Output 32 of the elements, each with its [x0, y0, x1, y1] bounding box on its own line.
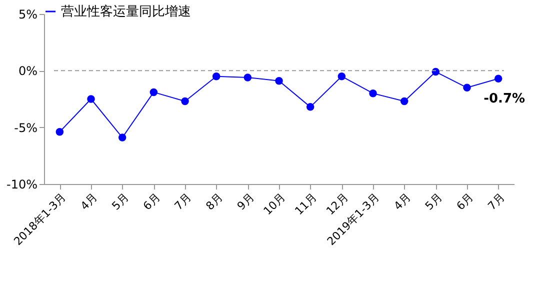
x-tick-label: 7月	[485, 190, 508, 213]
text: 营业性客运量同比增速	[61, 4, 191, 20]
y-tick-label: -5%	[14, 120, 38, 135]
x-tick-label: 5月	[422, 190, 445, 213]
x-tick-label: 9月	[234, 190, 257, 213]
x-tick-label: 6月	[140, 190, 163, 213]
point	[369, 89, 377, 98]
point	[181, 97, 189, 106]
point	[150, 88, 158, 96]
x-tick-label: 4月	[391, 190, 414, 213]
point	[463, 84, 471, 92]
x-tick-label: 4月	[78, 190, 100, 213]
point	[118, 134, 126, 142]
point	[494, 74, 502, 82]
y-tick-label: -10%	[6, 178, 38, 192]
y-tick-label: 0%	[18, 64, 38, 78]
x-tick-label: 11月	[292, 190, 320, 218]
point	[306, 103, 314, 111]
point	[87, 95, 95, 103]
x-tick-label: 10月	[261, 190, 288, 218]
x-tick-label: 8月	[203, 190, 226, 213]
x-tick-label: 6月	[454, 190, 476, 213]
point	[275, 77, 283, 85]
y-tick-label: 5%	[18, 8, 38, 22]
x-tick-label: 7月	[172, 190, 194, 213]
point	[212, 72, 220, 80]
point	[56, 128, 64, 136]
point	[400, 97, 408, 106]
data-label: -0.7%	[484, 92, 526, 107]
point	[244, 74, 252, 82]
point	[338, 72, 346, 80]
x-tick-label: 5月	[109, 190, 132, 213]
